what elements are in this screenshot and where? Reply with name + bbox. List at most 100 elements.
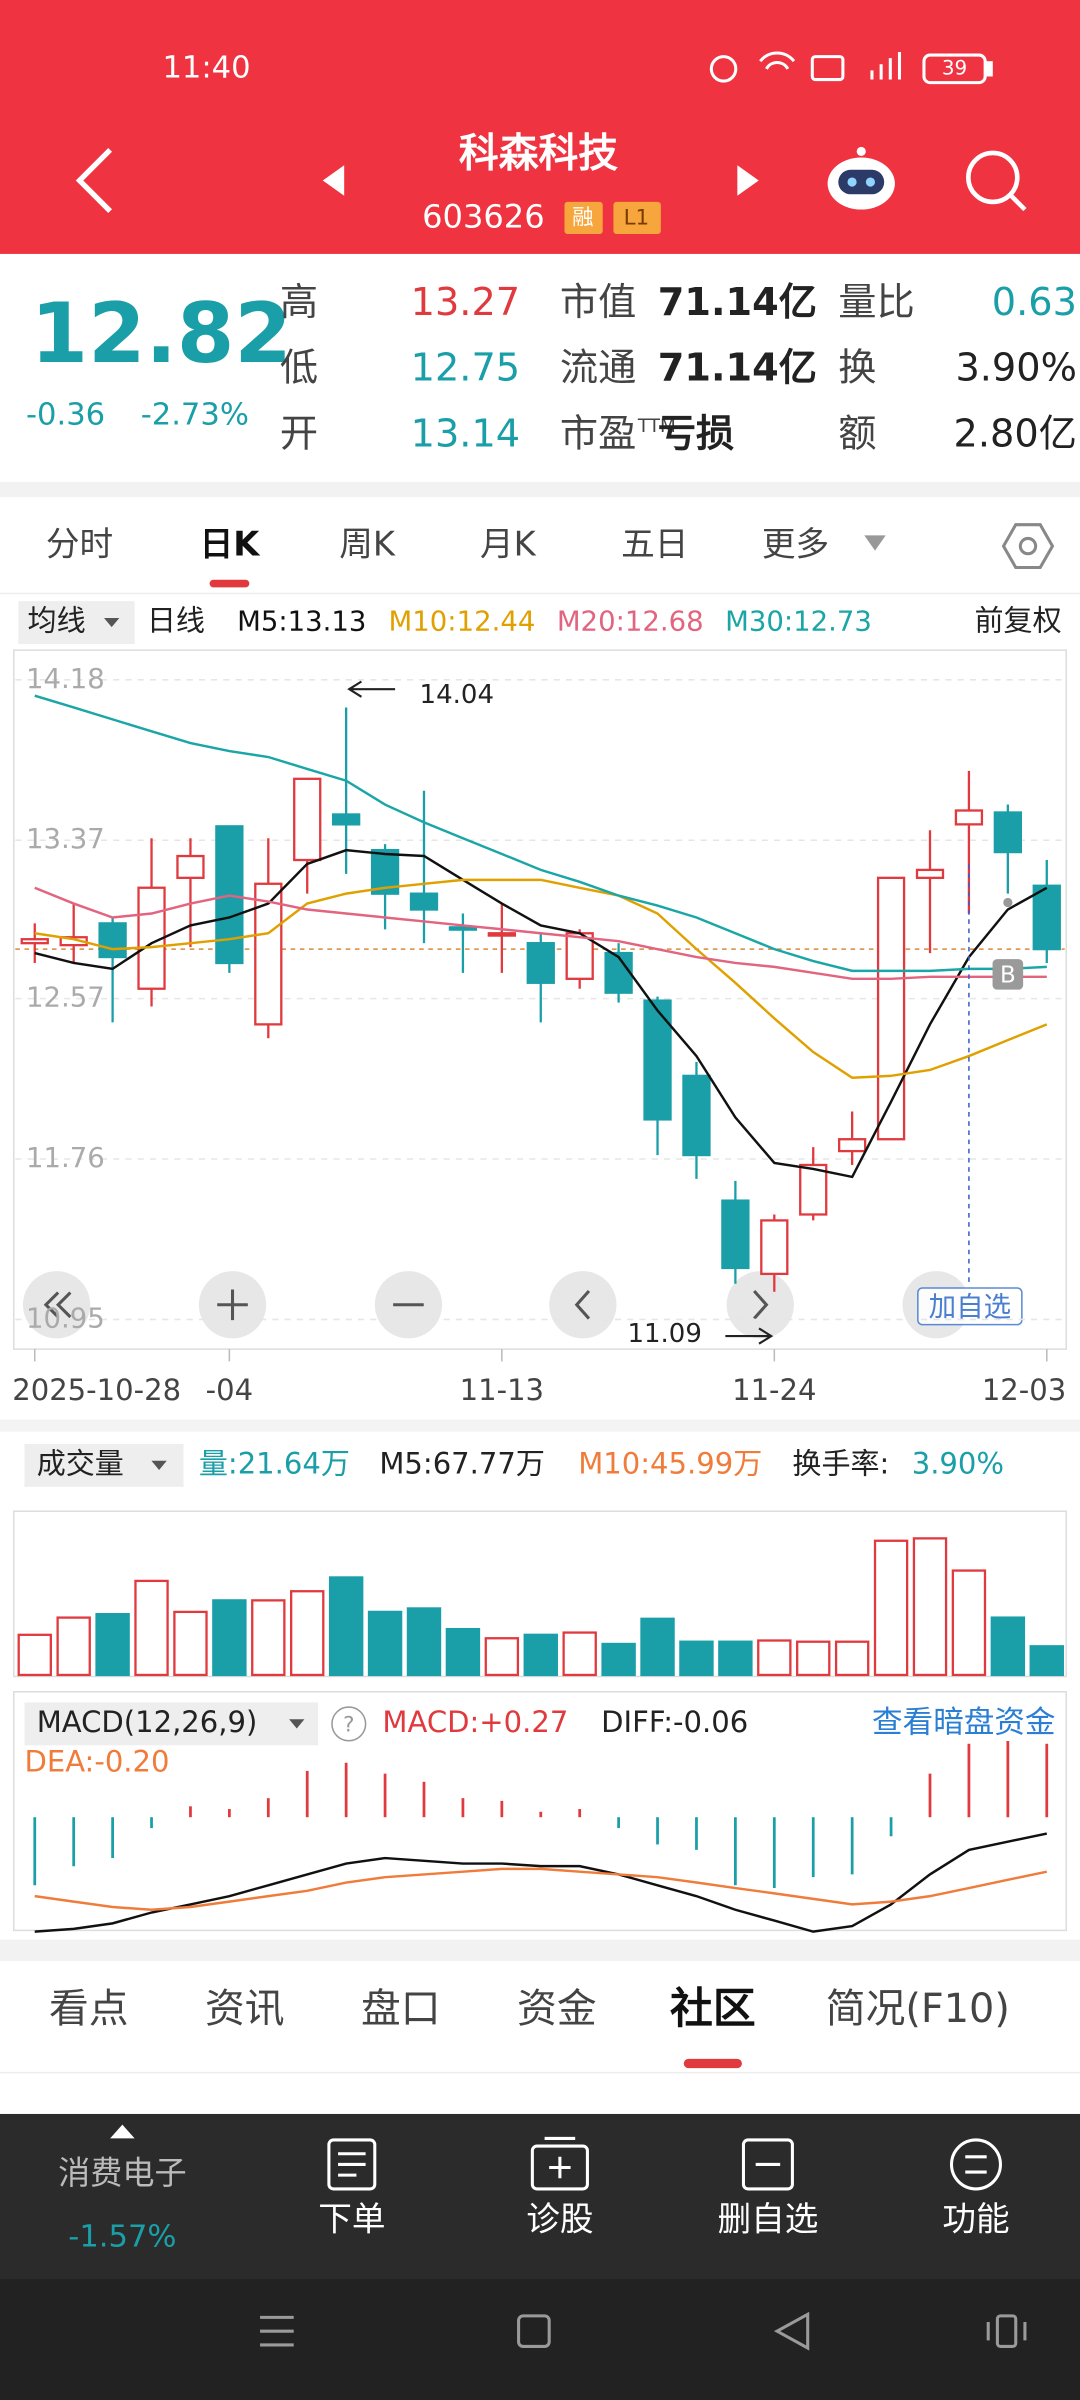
volume-bar	[290, 1590, 325, 1677]
icon	[753, 1289, 769, 1320]
toolbar-icons[interactable]	[110, 2124, 1002, 2191]
candle-body	[59, 936, 88, 947]
candle-body	[293, 777, 322, 862]
toolbar-button[interactable]: 删自选	[717, 2200, 818, 2239]
x-tick-label: -04	[206, 1373, 253, 1407]
ma-legend: M30:12.73	[725, 606, 872, 638]
toolbar-button[interactable]: 功能	[942, 2200, 1009, 2239]
add-watch-button[interactable]	[917, 1287, 1023, 1326]
ma-legend: M20:12.68	[557, 606, 704, 638]
tab[interactable]: 月K	[480, 525, 537, 564]
x-tick-label: 12-03	[982, 1373, 1066, 1407]
bottom-tab[interactable]: 资讯	[205, 1986, 285, 2032]
price-change: -0.36	[26, 398, 105, 433]
dea-legend: DEA:-0.20	[24, 1745, 169, 1779]
nav-bar	[0, 2279, 1080, 2400]
volume-bar	[212, 1599, 247, 1677]
search-icon[interactable]	[966, 150, 1027, 212]
candle-body	[331, 813, 361, 826]
settings-icon[interactable]	[1001, 523, 1055, 570]
help-icon: ?	[343, 1712, 354, 1737]
move-left[interactable]	[549, 1271, 617, 1339]
stat-label: 市盈	[560, 412, 636, 456]
ma-line	[34, 886, 1047, 981]
candle-body	[370, 848, 400, 895]
volume-legend: 3.90%	[912, 1446, 1004, 1480]
bottom-tab[interactable]: 社区	[670, 1984, 756, 2034]
tab[interactable]: 周K	[339, 525, 396, 564]
volume-bar	[990, 1616, 1026, 1677]
gap	[0, 481, 1080, 498]
volume-legend: M10:45.99万	[578, 1446, 762, 1480]
volume-bar	[834, 1640, 870, 1677]
ma-type-selector: 均线	[28, 604, 86, 638]
macd-frame	[13, 1691, 1067, 1932]
dropdown-arrow	[151, 1460, 167, 1470]
candle-body	[876, 876, 906, 1141]
y-tick-label: 10.95	[26, 1302, 105, 1334]
volume-bar	[601, 1642, 636, 1677]
bottom-tab[interactable]: 简况(F10)	[826, 1986, 1010, 2032]
x-tick-label: 11-24	[732, 1373, 816, 1407]
stat-label: 流通	[560, 347, 636, 391]
volume-bar	[951, 1569, 987, 1677]
low-label: 11.09	[627, 1319, 701, 1349]
assistant-icon[interactable]	[827, 146, 895, 210]
candle-body	[409, 892, 439, 911]
prev-stock[interactable]	[322, 165, 345, 196]
volume-frame	[13, 1510, 1067, 1678]
stat-label: 低	[280, 347, 318, 391]
tab[interactable]: 分时	[46, 525, 113, 564]
back-button[interactable]	[75, 148, 113, 213]
volume-bar	[445, 1627, 481, 1677]
candle-body	[526, 942, 555, 984]
volume-bar	[173, 1610, 208, 1677]
chart-controls[interactable]	[22, 1271, 1023, 1339]
tab[interactable]: 日K	[200, 525, 262, 564]
candle-body	[448, 926, 478, 931]
add-watch-button[interactable]: 加自选	[929, 1291, 1012, 1323]
volume-bar	[562, 1631, 597, 1677]
bottom-tab[interactable]: 盘口	[361, 1986, 441, 2032]
volume-bar	[912, 1537, 948, 1677]
candle-body	[838, 1138, 867, 1153]
tab[interactable]: 更多	[762, 525, 829, 564]
status-time: 11:40	[162, 50, 250, 85]
candle-body	[1032, 884, 1061, 951]
toolbar-button[interactable]: 诊股	[526, 2200, 593, 2239]
next-stock[interactable]	[737, 165, 759, 196]
candle-body	[176, 854, 205, 879]
bottom-tab-indicator	[683, 2058, 742, 2069]
stat-value: 13.27	[411, 281, 520, 325]
ma-line	[34, 878, 1048, 1080]
stat-label: 市值	[560, 281, 636, 325]
candle-body	[954, 809, 984, 826]
icon	[43, 1291, 72, 1319]
move-right[interactable]	[726, 1271, 794, 1339]
battery-level: 39	[942, 56, 967, 79]
help-icon[interactable]	[331, 1706, 367, 1742]
stock-code: 603626	[422, 198, 545, 236]
sector-change: -1.57%	[68, 2219, 176, 2254]
macd-selector-bg[interactable]	[24, 1702, 319, 1746]
ma-legend: M5:13.13	[237, 606, 366, 638]
ma-legend: M10:12.44	[389, 606, 536, 638]
volume-bar	[328, 1576, 364, 1677]
volume-bar	[640, 1617, 675, 1677]
volume-bar	[679, 1640, 714, 1677]
nav-icons[interactable]	[260, 2311, 1027, 2351]
stat-label: 换	[838, 347, 876, 391]
tab[interactable]: 五日	[621, 525, 688, 564]
volume-bar	[873, 1539, 909, 1677]
stat-value: 12.75	[411, 347, 520, 391]
header-icons[interactable]	[75, 146, 1027, 213]
gap	[0, 1419, 1080, 1432]
bottom-tab[interactable]: 看点	[49, 1986, 129, 2032]
bottom-tab[interactable]: 资金	[517, 1986, 597, 2032]
toolbar-button[interactable]: 下单	[318, 2200, 385, 2239]
volume-legend: M5:67.77万	[379, 1446, 545, 1480]
volume-bar	[95, 1613, 130, 1677]
low-arrow	[725, 1327, 774, 1345]
